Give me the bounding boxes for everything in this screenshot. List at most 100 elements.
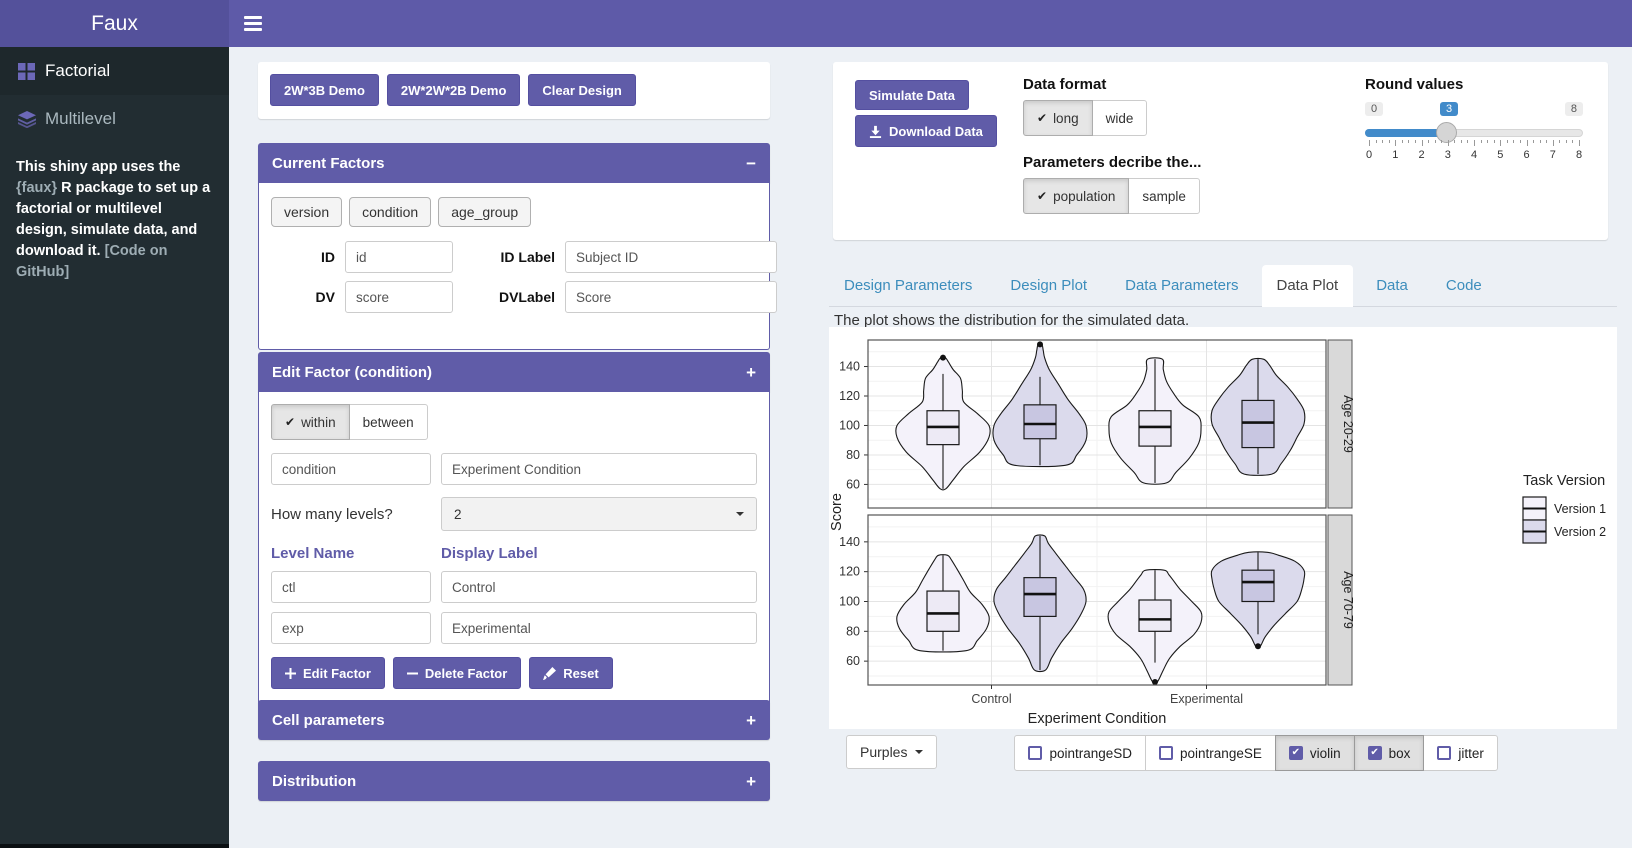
field-input-dvlabel[interactable] xyxy=(565,281,777,313)
field-input-id[interactable] xyxy=(345,241,453,273)
sidebar-description: This shiny app uses the {faux} R package… xyxy=(0,143,229,297)
data-format-label: Data format xyxy=(1023,76,1107,93)
svg-text:Control: Control xyxy=(971,692,1011,706)
factor-chip-version[interactable]: version xyxy=(271,197,343,227)
level-name-input[interactable] xyxy=(271,571,431,603)
slider-minor-tick xyxy=(1546,140,1548,143)
field-label-id-label: ID Label xyxy=(500,249,555,265)
svg-text:60: 60 xyxy=(846,477,860,491)
distribution-panel: Distribution + xyxy=(258,761,770,801)
data-plot: 60 80 100 120 140 Age 20-29 60 80 100 120 140 Age 7… xyxy=(829,327,1617,729)
display-label-header: Display Label xyxy=(441,545,538,562)
factor-chip-age_group[interactable]: age_group xyxy=(438,197,532,227)
parameters-sample[interactable]: sample xyxy=(1128,178,1200,214)
github-link[interactable]: [Code on GitHub] xyxy=(16,243,168,280)
factor-type-label: between xyxy=(362,414,414,430)
tab-data-plot[interactable]: Data Plot xyxy=(1261,265,1354,307)
slider-tick-label: 8 xyxy=(1575,149,1583,161)
display-option-pointrangeSE[interactable]: pointrangeSE xyxy=(1145,735,1276,771)
slider-minor-tick xyxy=(1493,140,1495,143)
tab-data[interactable]: Data xyxy=(1376,277,1408,294)
factor-type-within[interactable]: ✔ within xyxy=(271,404,350,440)
svg-text:140: 140 xyxy=(839,360,860,374)
collapse-plus-icon[interactable]: + xyxy=(746,710,756,730)
slider-minor-tick xyxy=(1467,140,1469,143)
hamburger-icon xyxy=(244,28,262,31)
field-input-id-label[interactable] xyxy=(565,241,777,273)
factor-name-input[interactable] xyxy=(271,453,431,485)
display-option-violin[interactable]: ✔ violin xyxy=(1274,735,1355,771)
slider-tick xyxy=(1421,140,1423,146)
slider-minor-tick xyxy=(1519,140,1521,143)
sidebar-toggle-button[interactable] xyxy=(229,0,277,47)
reset-button[interactable]: Reset xyxy=(529,657,613,689)
levels-count-select[interactable]: 2 xyxy=(441,497,757,531)
slider-minor-tick xyxy=(1401,140,1403,143)
slider-tick xyxy=(1526,140,1528,146)
slider-tick-label: 6 xyxy=(1523,149,1530,161)
demo-button-2w-2w-2b-demo[interactable]: 2W*2W*2B Demo xyxy=(386,74,521,106)
level-label-input[interactable] xyxy=(441,571,757,603)
demo-button-label: Clear Design xyxy=(542,82,622,98)
tab-design-plot[interactable]: Design Plot xyxy=(1010,277,1088,294)
factor-type-between[interactable]: between xyxy=(348,404,428,440)
demo-button-clear-design[interactable]: Clear Design xyxy=(528,74,636,106)
collapse-plus-icon[interactable]: + xyxy=(746,362,756,382)
field-input-dv[interactable] xyxy=(345,281,453,313)
factor-display-input[interactable] xyxy=(441,453,757,485)
checkbox-icon xyxy=(1028,746,1043,760)
layers-icon xyxy=(18,110,36,128)
delete-factor-button[interactable]: Delete Factor xyxy=(392,657,522,689)
sidebar-description-text: R package to set up a factorial or multi… xyxy=(16,180,211,259)
slider-minor-tick xyxy=(1428,140,1430,143)
app-logo[interactable]: Faux xyxy=(0,0,229,47)
factor-chip-condition[interactable]: condition xyxy=(349,197,432,227)
palette-dropdown[interactable]: Purples xyxy=(846,735,938,769)
faux-package-link[interactable]: {faux} xyxy=(16,180,58,196)
display-option-jitter[interactable]: jitter xyxy=(1423,735,1498,771)
demo-button-2w-3b-demo[interactable]: 2W*3B Demo xyxy=(270,74,379,106)
chevron-down-icon xyxy=(915,750,924,754)
slider-handle[interactable] xyxy=(1436,122,1457,143)
sidebar-item-multilevel[interactable]: Multilevel xyxy=(0,95,229,143)
cell-parameters-title: Cell parameters xyxy=(272,711,385,729)
level-row xyxy=(271,612,757,644)
slider-tick-label: 1 xyxy=(1392,149,1399,161)
checkbox-checked-icon: ✔ xyxy=(1288,746,1303,760)
slider-minor-tick xyxy=(1382,140,1384,143)
current-factors-panel: Current Factors − version condition age_gr… xyxy=(258,143,777,350)
display-option-box[interactable]: ✔ box xyxy=(1353,735,1425,771)
sidebar-item-label: Factorial xyxy=(45,61,111,80)
distribution-title: Distribution xyxy=(272,772,357,790)
tab-code[interactable]: Code xyxy=(1445,277,1482,294)
chevron-down-icon xyxy=(736,512,744,516)
svg-text:120: 120 xyxy=(839,565,860,579)
display-option-pointrangeSD[interactable]: pointrangeSD xyxy=(1014,735,1147,771)
data-format-wide[interactable]: wide xyxy=(1091,100,1148,136)
svg-text:Age 70-79: Age 70-79 xyxy=(1341,571,1355,629)
sidebar-item-factorial[interactable]: Factorial xyxy=(0,47,229,95)
collapse-plus-icon[interactable]: + xyxy=(746,771,756,791)
simulate-data-button[interactable]: Simulate Data xyxy=(855,80,969,110)
level-name-input[interactable] xyxy=(271,612,431,644)
demo-button-label: 2W*2W*2B Demo xyxy=(400,82,507,98)
level-label-input[interactable] xyxy=(441,612,757,644)
tabs-divider xyxy=(829,306,1617,307)
tab-design-parameters[interactable]: Design Parameters xyxy=(844,277,973,294)
svg-text:Version 1: Version 1 xyxy=(1554,502,1606,516)
plot-description: The plot shows the distribution for the … xyxy=(834,312,1190,329)
svg-text:Experiment Condition: Experiment Condition xyxy=(1028,711,1167,727)
download-data-button[interactable]: Download Data xyxy=(855,115,997,147)
slider-minor-tick xyxy=(1513,140,1515,143)
data-format-long[interactable]: ✔ long xyxy=(1023,100,1093,136)
collapse-minus-icon[interactable]: − xyxy=(746,153,756,173)
svg-text:80: 80 xyxy=(846,448,860,462)
parameters-population[interactable]: ✔ population xyxy=(1023,178,1130,214)
tab-data-parameters[interactable]: Data Parameters xyxy=(1125,277,1239,294)
edit-factor-button[interactable]: Edit Factor xyxy=(271,657,385,689)
slider-min-badge: 0 xyxy=(1365,102,1384,116)
display-option-label: pointrangeSD xyxy=(1049,745,1133,761)
svg-text:80: 80 xyxy=(846,624,860,638)
svg-text:100: 100 xyxy=(839,594,860,608)
slider-minor-tick xyxy=(1559,140,1561,143)
